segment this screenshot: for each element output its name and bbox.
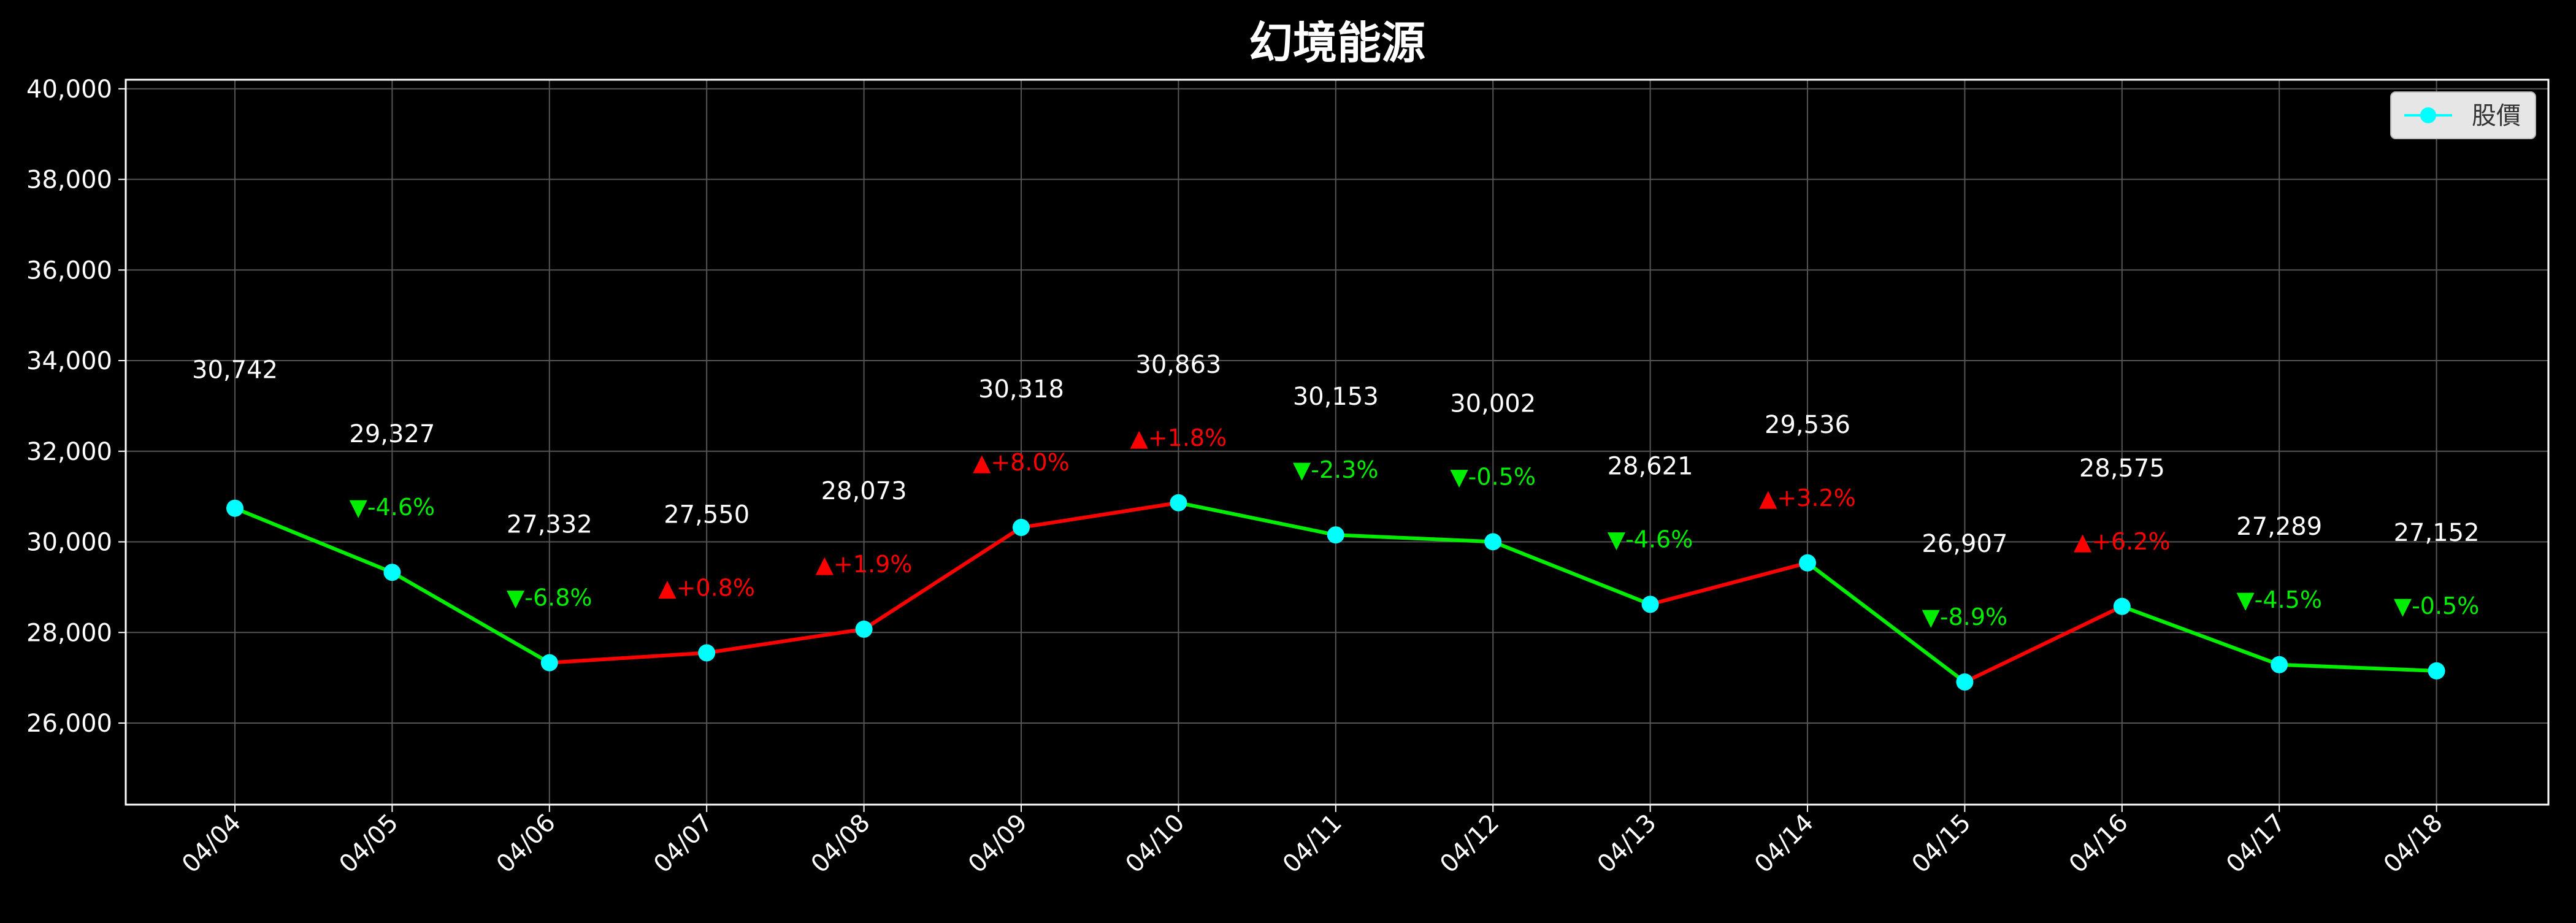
change-label: ▲+8.0% <box>973 449 1070 476</box>
legend-marker-swatch <box>2420 107 2436 123</box>
change-label: ▲+3.2% <box>1759 484 1856 511</box>
data-point <box>383 564 401 581</box>
line-segment <box>390 570 551 665</box>
y-tick-label: 32,000 <box>26 438 112 466</box>
line-segment <box>547 651 709 665</box>
line-segment <box>2277 662 2439 673</box>
value-label: 29,536 <box>1765 411 1850 439</box>
grid-layer <box>126 80 2548 805</box>
line-segment <box>1333 533 1495 544</box>
line-segment <box>1648 561 1809 607</box>
change-label: ▼-4.5% <box>2236 586 2321 613</box>
value-label: 30,742 <box>192 356 278 385</box>
value-label: 30,863 <box>1135 351 1221 379</box>
data-point <box>1956 673 1974 691</box>
y-tick-label: 28,000 <box>26 619 112 647</box>
value-label: 30,002 <box>1450 389 1536 418</box>
value-label: 27,550 <box>664 501 749 529</box>
data-point <box>1641 596 1659 613</box>
data-point <box>1799 554 1816 572</box>
data-point <box>1327 526 1344 544</box>
legend-box <box>2390 91 2536 139</box>
change-label: ▲+1.9% <box>816 551 913 578</box>
line-segment <box>1176 500 1338 537</box>
line-segment <box>2120 604 2282 667</box>
line-segment <box>1806 561 1967 684</box>
data-point <box>2113 597 2131 615</box>
y-tick-label: 36,000 <box>26 256 112 285</box>
series-layer <box>226 494 2445 691</box>
value-label: 27,332 <box>507 511 592 539</box>
y-tick-label: 38,000 <box>26 166 112 194</box>
change-label: ▼-2.3% <box>1293 456 1378 483</box>
data-point <box>698 644 716 662</box>
value-label: 28,621 <box>1608 452 1693 480</box>
value-label: 28,575 <box>2079 454 2165 483</box>
plot-frame <box>125 79 2550 806</box>
change-label: ▲+6.2% <box>2074 528 2171 555</box>
y-tick-label: 26,000 <box>26 710 112 738</box>
y-tick-label: 30,000 <box>26 529 112 557</box>
y-tick-label: 34,000 <box>26 347 112 375</box>
data-point <box>1170 494 1187 511</box>
data-point <box>1013 519 1030 537</box>
line-segment <box>705 627 866 655</box>
value-label: 30,153 <box>1293 383 1379 411</box>
data-point <box>226 499 243 517</box>
data-point <box>2271 656 2288 673</box>
legend: 股價 <box>2390 91 2536 139</box>
change-label: ▼-8.9% <box>1922 603 2007 630</box>
data-point <box>540 654 558 672</box>
change-label: ▲+0.8% <box>658 575 755 602</box>
change-label: ▲+1.8% <box>1130 424 1227 451</box>
change-label: ▼-0.5% <box>2394 592 2479 619</box>
line-segment <box>1963 604 2124 684</box>
value-label: 29,327 <box>349 420 435 448</box>
value-label: 27,289 <box>2236 513 2322 541</box>
labels-layer: 30,742 29,327 ▼-4.6% 27,332 ▼-6.8% 27,550 ▲+0.… <box>192 351 2480 630</box>
value-label: 28,073 <box>821 477 907 505</box>
line-segment <box>1019 500 1181 530</box>
change-label: ▼-0.5% <box>1450 463 1535 490</box>
legend-series-name: 股價 <box>2472 102 2521 130</box>
chart-title: 幻境能源 <box>1249 17 1425 69</box>
change-label: ▼-4.6% <box>350 494 435 521</box>
change-label: ▼-4.6% <box>1608 526 1693 553</box>
data-point <box>855 620 873 638</box>
data-point <box>2428 662 2445 680</box>
value-label: 26,907 <box>1922 530 2007 558</box>
change-label: ▼-6.8% <box>507 584 592 611</box>
line-segment <box>1491 540 1652 607</box>
value-label: 30,318 <box>978 375 1064 404</box>
y-tick-label: 40,000 <box>26 75 112 104</box>
line-segment <box>862 526 1023 631</box>
value-label: 27,152 <box>2394 519 2480 547</box>
line-segment <box>233 506 394 575</box>
data-point <box>1484 533 1502 551</box>
